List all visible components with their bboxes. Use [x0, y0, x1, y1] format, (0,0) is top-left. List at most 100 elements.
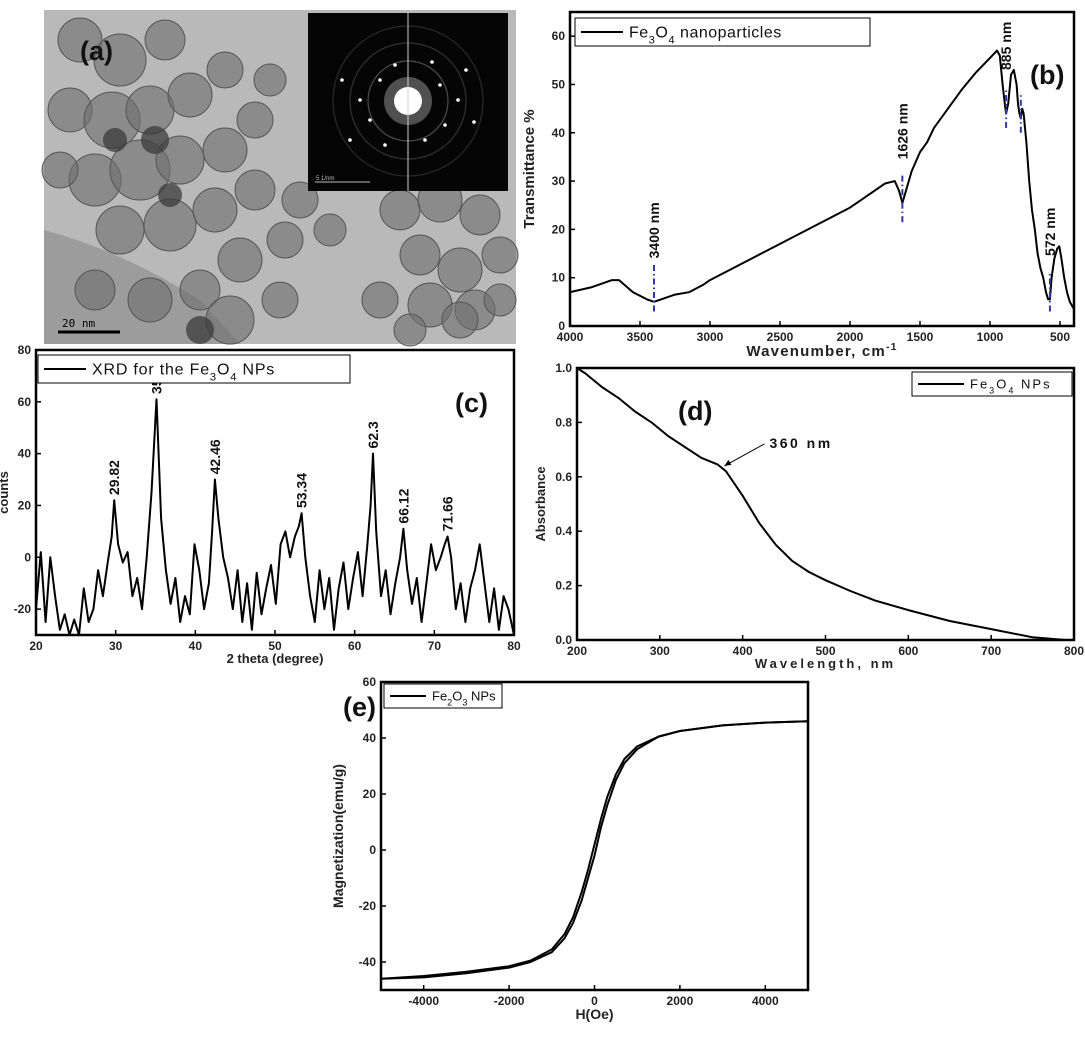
nanoparticle	[179, 269, 221, 311]
nanoparticle	[155, 135, 205, 185]
nanoparticle	[125, 85, 175, 135]
diffraction-spot	[393, 63, 397, 67]
panel-e-series-1	[381, 720, 808, 980]
nanoparticle	[217, 237, 263, 283]
y-tick-label: 20	[552, 222, 566, 236]
peak-annotation: 62.3	[365, 421, 381, 448]
x-tick-label: -2000	[494, 994, 525, 1008]
y-axis-label: Absorbance	[533, 466, 548, 541]
nanoparticle	[144, 19, 186, 61]
x-tick-label: 600	[898, 644, 918, 658]
nanoparticle	[93, 33, 147, 87]
legend-box	[383, 683, 503, 709]
nanoparticle	[313, 213, 347, 247]
panel-a-tem-image: 5 1/nm 20 nm	[41, 10, 519, 347]
legend-text: XRD for the Fe3O4 NPs	[92, 362, 275, 384]
y-tick-label: 20	[18, 498, 32, 512]
x-tick-label: 400	[733, 644, 753, 658]
peak-annotation: 29.82	[106, 460, 122, 495]
x-tick-label: 700	[981, 644, 1001, 658]
nanoparticle-dark	[158, 183, 182, 207]
y-tick-label: 60	[552, 29, 566, 43]
annotation-arrowhead	[724, 459, 732, 466]
nanoparticle	[437, 247, 483, 293]
diffraction-spot	[368, 118, 372, 122]
nanoparticle	[379, 189, 421, 231]
x-tick-label: 3000	[697, 330, 724, 344]
y-tick-label: 20	[363, 787, 377, 801]
x-axis-label: H(Oe)	[575, 1006, 613, 1022]
nanoparticle	[399, 234, 441, 276]
y-tick-label: 40	[18, 447, 32, 461]
y-tick-label: 40	[552, 126, 566, 140]
nanoparticle	[202, 127, 248, 173]
panel-e-legend: Fe2O3 NPs	[383, 683, 503, 709]
y-tick-label: 40	[363, 731, 377, 745]
x-axis-label: Wavenumber, cm-1	[746, 341, 897, 360]
annotation-arrow	[724, 443, 765, 467]
x-tick-label: 70	[428, 639, 442, 653]
diffraction-spot	[358, 98, 362, 102]
nanoparticle	[167, 72, 213, 118]
x-tick-label: 4000	[557, 330, 584, 344]
diffraction-spot	[340, 78, 344, 82]
y-tick-label: 60	[363, 675, 377, 689]
nanoparticle	[205, 295, 255, 345]
peak-annotation: 66.12	[395, 488, 411, 523]
y-tick-label: -20	[359, 899, 377, 913]
diffraction-spot	[348, 138, 352, 142]
panel-b-series-1	[570, 49, 1074, 310]
nanoparticle	[57, 17, 103, 63]
nanoparticle	[459, 194, 501, 236]
nanoparticle	[266, 221, 304, 259]
y-tick-label: 0.8	[555, 415, 572, 429]
x-tick-label: 3500	[627, 330, 654, 344]
y-tick-label: 0	[558, 319, 565, 333]
x-tick-label: 500	[1050, 330, 1070, 344]
y-axis-label: Magnetization(emu/g)	[330, 764, 346, 908]
diffraction-spot	[472, 120, 476, 124]
panel-d-legend: Fe3O4 NPs	[911, 371, 1073, 397]
nanoparticle	[206, 51, 244, 89]
diffraction-spot	[456, 98, 460, 102]
peak-annotation: 1626 nm	[894, 103, 910, 159]
nanoparticle	[481, 236, 519, 274]
y-tick-label: 0.4	[555, 524, 572, 538]
legend-box	[574, 17, 871, 47]
y-tick-label: 0.6	[555, 470, 572, 484]
panel-c-axes: 20 30 40 50 60 70 80 -20 0 20 40 60 80 2 theta (degre…	[0, 343, 521, 666]
x-axis-label: 2 theta (degree)	[227, 651, 324, 666]
y-tick-label: 0	[369, 843, 376, 857]
x-tick-label: 30	[109, 639, 123, 653]
legend-box	[37, 354, 351, 384]
panel-d-frame	[575, 366, 1076, 642]
nanoparticle	[483, 283, 517, 317]
x-tick-label: -4000	[408, 994, 439, 1008]
nanoparticle	[127, 277, 173, 323]
diffraction-spot	[443, 123, 447, 127]
y-tick-label: 0.2	[555, 579, 572, 593]
legend-text: Fe3O4 NPs	[970, 377, 1052, 396]
x-tick-label: 2500	[767, 330, 794, 344]
x-tick-label: 50	[268, 639, 282, 653]
panel-c-label: (c)	[455, 388, 488, 418]
nanoparticle	[234, 169, 276, 211]
panel-e-label: (e)	[343, 692, 376, 722]
legend-text: Fe3O4 nanoparticles	[629, 25, 782, 47]
x-tick-label: 300	[650, 644, 670, 658]
panel-c-legend: XRD for the Fe3O4 NPs	[37, 354, 351, 384]
x-tick-label: 1500	[907, 330, 934, 344]
panel-d-axes: 200 300 400 500 600 700 800 0.0 0.2 0.4 0.6 0.8 1.0 W…	[533, 361, 1084, 671]
panel-d-label: (d)	[678, 396, 712, 426]
nanoparticle	[261, 281, 299, 319]
diffraction-spot	[378, 78, 382, 82]
x-axis-label: Wavelength, nm	[755, 656, 896, 671]
x-tick-label: 200	[567, 644, 587, 658]
peak-annotation: 360 nm	[769, 435, 832, 451]
panel-a-label: (a)	[80, 36, 113, 66]
peak-annotation: 42.46	[207, 439, 223, 474]
x-tick-label: 80	[507, 639, 521, 653]
y-tick-label: -40	[359, 955, 377, 969]
y-axis-label: Transmittance %	[521, 109, 538, 228]
y-tick-label: 60	[18, 395, 32, 409]
